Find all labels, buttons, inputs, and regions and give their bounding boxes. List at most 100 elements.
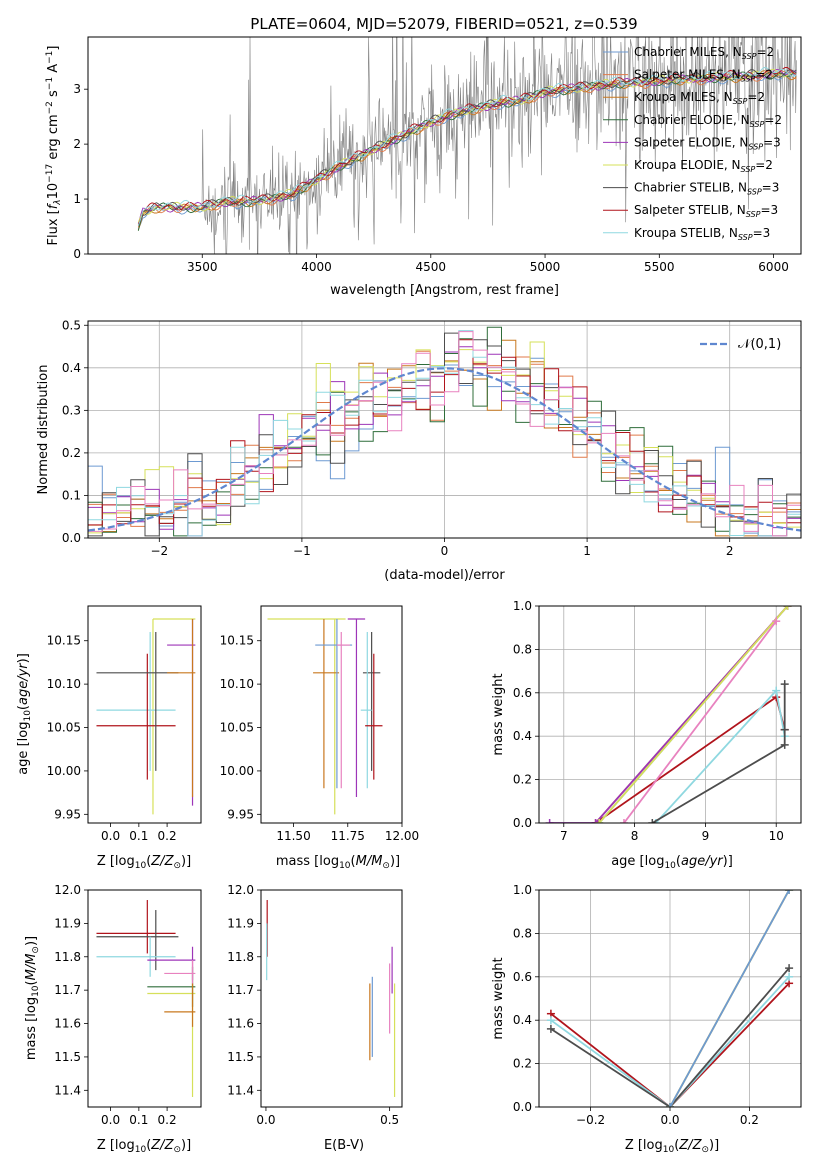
y-tick-label: 9.95 <box>54 807 81 821</box>
y-tick-label: 0.5 <box>62 318 81 332</box>
x-tick-label: 11.50 <box>276 829 310 843</box>
y-axis-label: Normed distribution <box>36 365 51 495</box>
errorbars <box>267 618 383 815</box>
legend-entry: Salpeter MILES, NSSP=2 <box>634 68 773 84</box>
y-tick-label: 1.0 <box>513 883 532 897</box>
errorbars <box>266 900 396 1097</box>
histograms <box>88 326 801 537</box>
x-tick-label: 5000 <box>530 260 561 274</box>
axes-mass-vs-EBV: 0.0 0.5 11.4 11.5 11.6 11.7 11.8 11.9 12.0 E(B-V) <box>227 883 403 1153</box>
y-tick-label: 2 <box>73 137 81 151</box>
x-axis-label: Z [log10(Z/Z⊙)] <box>97 1138 191 1155</box>
y-tick-label: 10.10 <box>220 677 254 691</box>
y-axis-label: mass weight <box>491 673 506 755</box>
axes-frame <box>87 889 202 1108</box>
axes-age-vs-Z: 0.0 0.1 0.2 9.95 10.00 10.05 10.10 10.15 Z [log1… <box>16 605 202 871</box>
axes-mass-vs-Z: 0.0 0.1 0.2 11.4 11.5 11.6 11.7 11.8 11.9 12.0 Z [… <box>24 883 202 1155</box>
x-tick-label: 0 <box>441 544 449 558</box>
x-tick-label: 0.2 <box>158 1113 177 1127</box>
y-tick-label: 0.6 <box>513 970 532 984</box>
axes-frame <box>87 320 802 539</box>
x-tick-label: 3500 <box>187 260 218 274</box>
x-axis-label: Z [log10(Z/Z⊙)] <box>625 1138 719 1155</box>
axes-frame <box>87 605 202 824</box>
x-tick-label: 10 <box>769 829 784 843</box>
errorbars <box>96 900 196 1097</box>
histogram-pink <box>88 331 801 537</box>
legend-entry: 𝒩(0,1) <box>738 337 781 352</box>
x-axis-label: (data-model)/error <box>384 568 505 583</box>
legend-entry: Kroupa STELIB, NSSP=3 <box>634 226 770 242</box>
x-tick-label: 0.1 <box>129 1113 148 1127</box>
weight-line-kroupa-elodie <box>598 606 789 823</box>
legend-entry: Salpeter ELODIE, NSSP=3 <box>634 135 781 151</box>
y-tick-label: 9.95 <box>227 807 254 821</box>
y-tick-label: 0.0 <box>62 531 81 545</box>
y-tick-label: 10.05 <box>220 721 254 735</box>
y-tick-label: 10.05 <box>47 721 81 735</box>
x-tick-label: 0.0 <box>101 829 120 843</box>
x-tick-label: 4500 <box>416 260 447 274</box>
y-tick-label: 11.5 <box>54 1050 81 1064</box>
x-tick-label: 0.2 <box>740 1113 759 1127</box>
y-tick-label: 11.5 <box>227 1050 254 1064</box>
y-axis-label: Flux [fλ10−17 erg cm−2 s−1 A−1] <box>45 46 63 246</box>
y-tick-label: 0 <box>73 247 81 261</box>
y-tick-label: 0.4 <box>62 361 81 375</box>
x-tick-label: 8 <box>631 829 639 843</box>
y-tick-label: 11.4 <box>227 1083 254 1097</box>
y-tick-label: 11.7 <box>54 983 81 997</box>
histogram-salpeter-stelib <box>88 339 801 526</box>
x-axis-label: Z [log10(Z/Z⊙)] <box>97 854 191 871</box>
y-tick-label: 11.9 <box>227 916 254 930</box>
y-tick-label: 0.0 <box>513 1100 532 1114</box>
weight-line-salpeter-stelib <box>550 982 790 1107</box>
legend-entry: Kroupa ELODIE, NSSP=2 <box>634 158 773 174</box>
legend-entry: Chabrier MILES, NSSP=2 <box>634 45 774 61</box>
x-tick-label: 0.2 <box>158 829 177 843</box>
x-tick-label: 6000 <box>758 260 789 274</box>
axes-spectrum: 3500 4000 4500 5000 5500 6000 0 1 2 3 Chabrier MIL… <box>45 36 802 298</box>
y-tick-label: 10.00 <box>220 764 254 778</box>
histogram-chabrier-stelib <box>88 332 801 537</box>
y-axis-label: age [log10(age/yr)] <box>16 653 33 775</box>
y-tick-label: 1.0 <box>513 599 532 613</box>
x-tick-label: 5500 <box>644 260 675 274</box>
x-tick-label: 0.0 <box>101 1113 120 1127</box>
y-tick-label: 11.6 <box>54 1017 81 1031</box>
axes-frame <box>538 605 802 824</box>
model-line-chabrier-elodie <box>137 69 797 231</box>
y-tick-label: 11.9 <box>54 916 81 930</box>
axes-massweight-vs-Z: −0.2 0.0 0.2 0.0 0.2 0.4 0.6 0.8 1.0 mass weight Z… <box>491 883 802 1155</box>
weight-line-kroupa-stelib <box>550 976 790 1107</box>
legend-entry: Kroupa MILES, NSSP=2 <box>634 90 765 106</box>
y-tick-label: 0.8 <box>513 642 532 656</box>
y-tick-label: 11.8 <box>227 950 254 964</box>
x-tick-label: 0.1 <box>129 829 148 843</box>
x-tick-label: 2 <box>726 544 734 558</box>
x-axis-label: wavelength [Angstrom, rest frame] <box>330 283 559 298</box>
axes-massweight-vs-age: 7 8 9 10 0.0 0.2 0.4 0.6 0.8 1.0 mass weight age [l… <box>491 599 802 871</box>
weight-line-chabrier-miles <box>669 890 790 1107</box>
y-tick-label: 0.1 <box>62 488 81 502</box>
x-tick-label: −2 <box>150 544 168 558</box>
x-tick-label: 11.75 <box>331 829 365 843</box>
y-tick-label: 12.0 <box>227 883 254 897</box>
x-tick-label: 12.00 <box>385 829 419 843</box>
y-tick-label: 0.2 <box>62 446 81 460</box>
gaussian-line <box>88 367 801 532</box>
y-tick-label: 10.00 <box>47 764 81 778</box>
y-tick-label: 0.4 <box>513 729 532 743</box>
y-tick-label: 11.7 <box>227 983 254 997</box>
model-line-kroupa-stelib <box>137 67 797 226</box>
x-axis-label: mass [log10(M/M⊙)] <box>276 854 400 871</box>
y-tick-label: 0.2 <box>513 773 532 787</box>
x-tick-label: 9 <box>702 829 710 843</box>
axes-frame <box>260 605 403 824</box>
y-axis-label: mass [log10(M/M⊙)] <box>24 936 41 1060</box>
spectrum-legend: Chabrier MILES, NSSP=2 Salpeter MILES, NS… <box>603 45 782 242</box>
axes-frame <box>538 889 802 1108</box>
y-tick-label: 11.8 <box>54 950 81 964</box>
y-tick-label: 1 <box>73 192 81 206</box>
